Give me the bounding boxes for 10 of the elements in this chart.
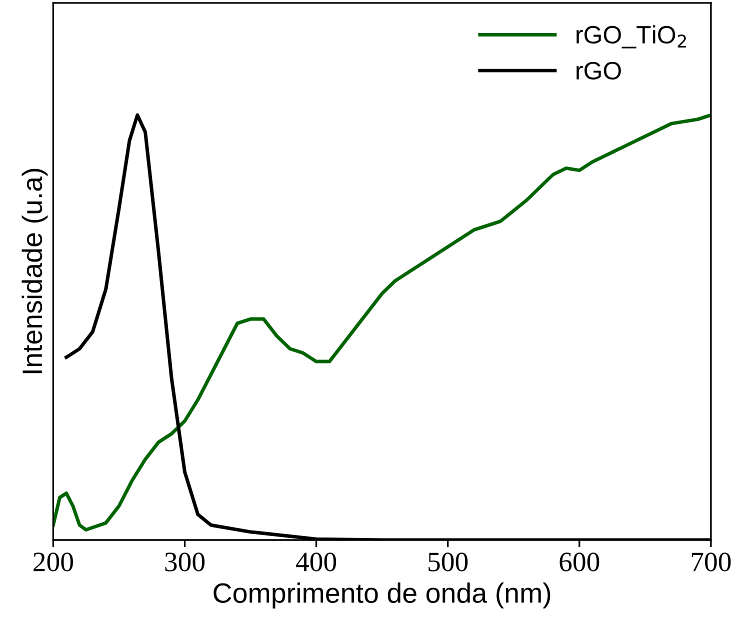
x-tick-label: 200 bbox=[34, 552, 73, 572]
x-tick-label: 500 bbox=[428, 552, 468, 572]
legend-label: rGO_TiO$_{2}$ bbox=[576, 25, 686, 48]
y-axis-title: Intensidade (u.a) bbox=[22, 168, 48, 374]
x-tick-label: 300 bbox=[165, 552, 205, 572]
legend-label: rGO bbox=[576, 62, 621, 80]
x-axis-title: Comprimento de onda (nm) bbox=[214, 582, 550, 608]
x-tick-label: 700 bbox=[692, 552, 731, 572]
x-tick-label: 600 bbox=[560, 552, 600, 572]
x-tick-label: 400 bbox=[296, 552, 336, 572]
